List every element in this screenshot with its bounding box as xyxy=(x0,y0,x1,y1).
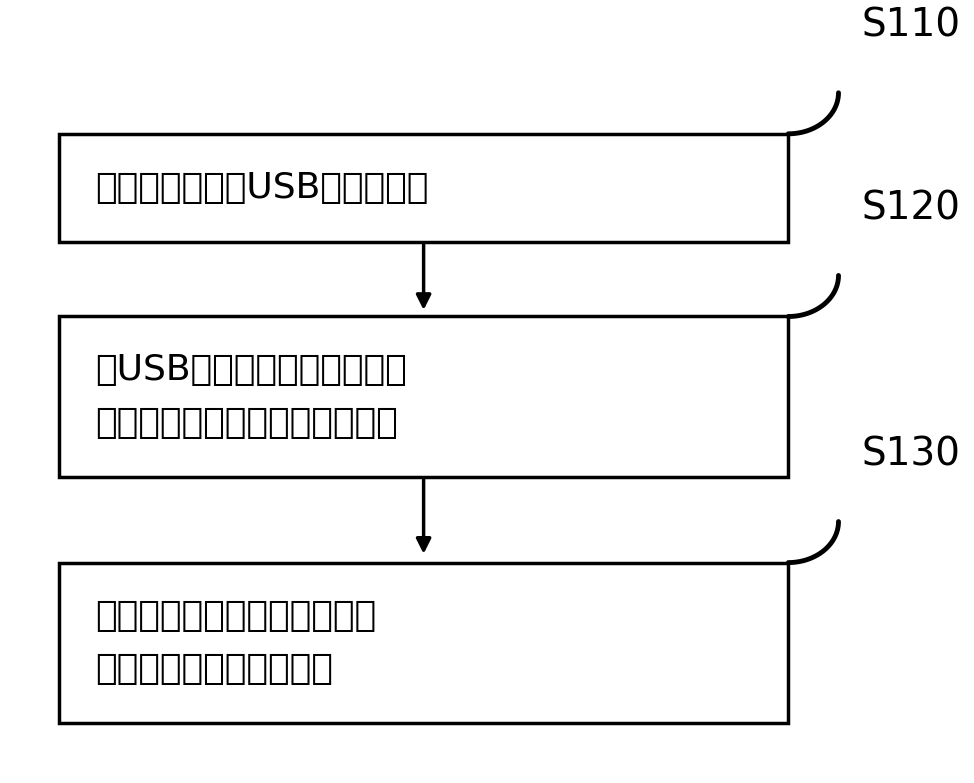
Text: 当USB端口与计算机连接时，
检测屏幕是否处于安全锁屏状态: 当USB端口与计算机连接时， 检测屏幕是否处于安全锁屏状态 xyxy=(95,353,407,440)
Text: 检测终端设备的USB端口的状态: 检测终端设备的USB端口的状态 xyxy=(95,171,429,205)
Text: S110: S110 xyxy=(861,6,960,45)
Text: 当屏幕处于安全锁屏状态时，
控制终端设备的调试端口: 当屏幕处于安全锁屏状态时， 控制终端设备的调试端口 xyxy=(95,599,377,686)
Bar xyxy=(58,134,788,242)
Text: S130: S130 xyxy=(861,435,960,473)
Text: S120: S120 xyxy=(861,189,960,227)
Bar xyxy=(58,316,788,477)
Bar xyxy=(58,562,788,723)
